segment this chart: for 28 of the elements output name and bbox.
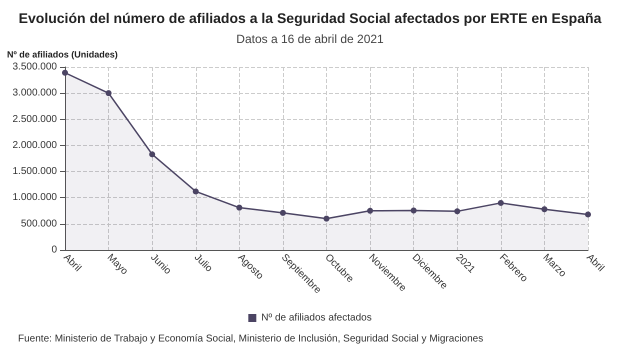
point bbox=[454, 208, 460, 214]
y-axis-title: Nº de afiliados (Unidades) bbox=[7, 50, 118, 60]
point bbox=[410, 208, 417, 214]
point bbox=[192, 188, 199, 194]
point bbox=[541, 206, 548, 212]
y-tick-label: 1.500.000 bbox=[12, 166, 58, 178]
y-tick-label: 2.000.000 bbox=[12, 140, 58, 151]
point bbox=[585, 211, 591, 218]
point bbox=[149, 151, 156, 158]
legend-label: Nº de afiliados afectados bbox=[261, 312, 372, 324]
chart-title: Evolución del número de afiliados a la Seguridad Social afectados por ERTE en España bbox=[18, 10, 602, 26]
point bbox=[236, 204, 242, 211]
point bbox=[106, 90, 112, 96]
point bbox=[498, 200, 504, 206]
y-tick-label: 500.000 bbox=[20, 218, 58, 230]
x-tick-label: Abril bbox=[584, 252, 606, 274]
chart-subtitle: Datos a 16 de abril de 2021 bbox=[236, 32, 384, 46]
point bbox=[280, 210, 286, 216]
y-tick-label: 2.500.000 bbox=[12, 114, 58, 125]
source-note: Fuente: Ministerio de Trabajo y Economía Social, Ministerio de Inclusión, Seguridad Social y Migraciones bbox=[18, 334, 484, 344]
point bbox=[324, 216, 330, 222]
y-tick-label: 0 bbox=[51, 244, 58, 256]
point bbox=[367, 208, 374, 214]
point bbox=[62, 70, 68, 76]
x-tick-label: Abril bbox=[61, 252, 84, 274]
y-tick-label: 3.000.000 bbox=[12, 88, 58, 99]
y-tick-label: 3.500.000 bbox=[12, 62, 58, 72]
y-tick-label: 1.000.000 bbox=[12, 192, 58, 204]
